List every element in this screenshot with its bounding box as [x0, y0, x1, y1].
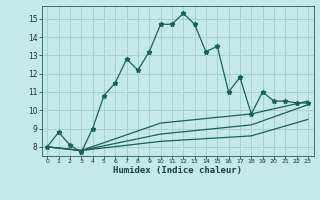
X-axis label: Humidex (Indice chaleur): Humidex (Indice chaleur)	[113, 166, 242, 175]
